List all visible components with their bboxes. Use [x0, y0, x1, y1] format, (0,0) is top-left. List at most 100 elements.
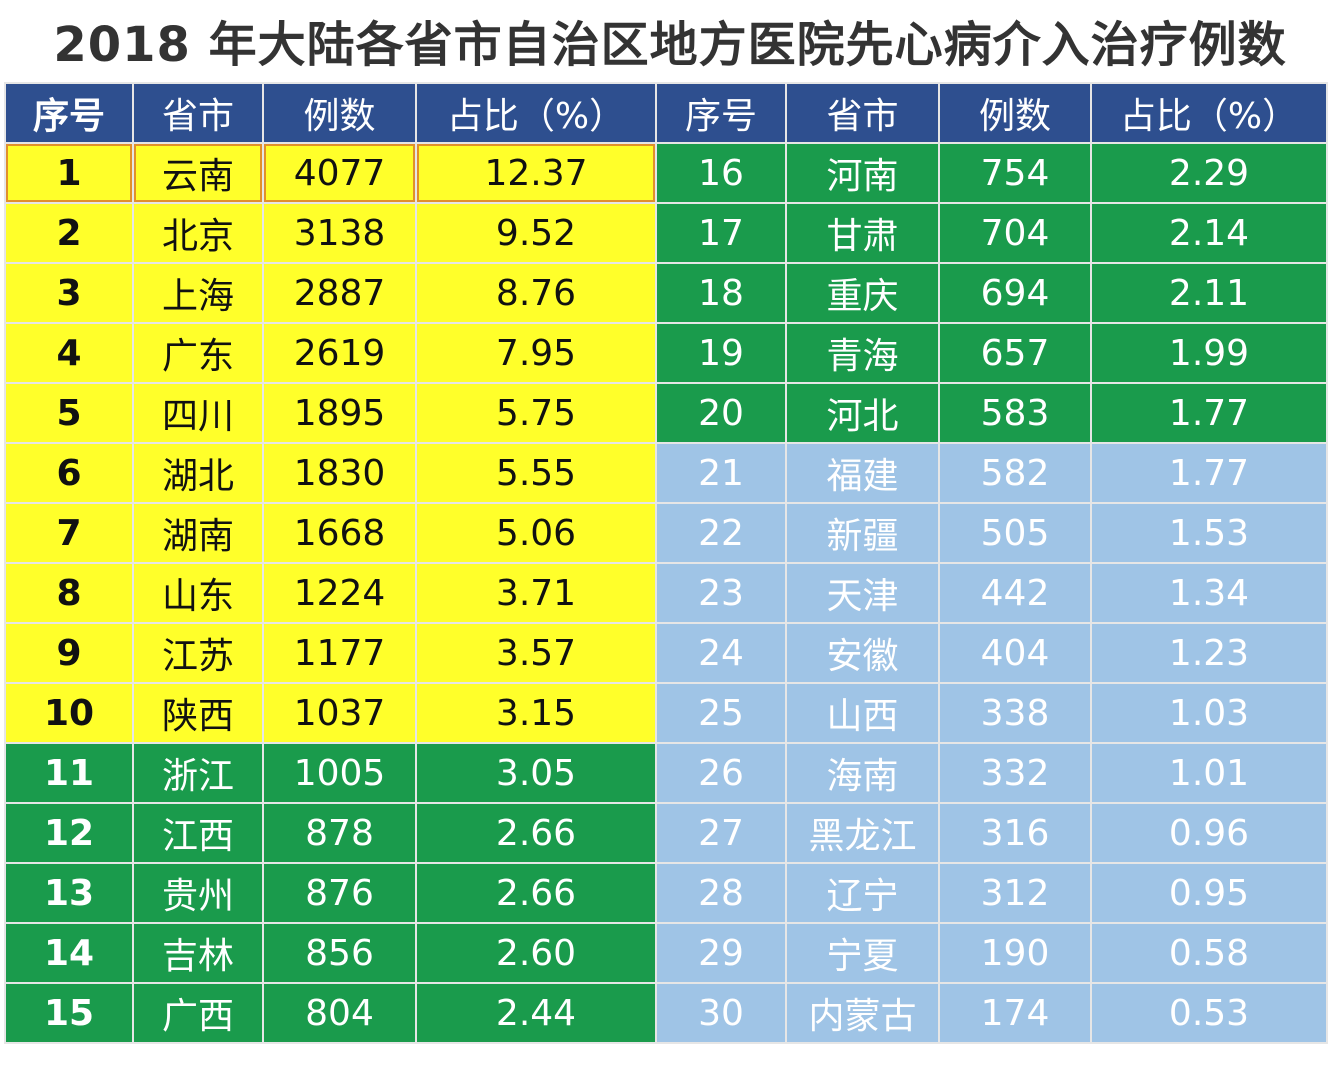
cases-cell-2: 657 — [938, 322, 1092, 384]
rank-cell: 6 — [4, 442, 134, 504]
province-cell: 广东 — [132, 322, 264, 384]
header-cases: 例数 — [262, 82, 417, 144]
percent-cell: 7.95 — [415, 322, 657, 384]
cases-cell: 804 — [262, 982, 417, 1044]
province-cell-2: 甘肃 — [785, 202, 940, 264]
percent-cell: 2.66 — [415, 802, 657, 864]
cases-cell: 876 — [262, 862, 417, 924]
cases-cell-2: 583 — [938, 382, 1092, 444]
rank-cell: 3 — [4, 262, 134, 324]
province-cell-2: 福建 — [785, 442, 940, 504]
rank-cell: 4 — [4, 322, 134, 384]
percent-cell: 2.60 — [415, 922, 657, 984]
cases-cell: 2887 — [262, 262, 417, 324]
percent-cell: 9.52 — [415, 202, 657, 264]
table-row: 8 山东 1224 3.71 23 天津 442 1.34 — [4, 562, 1328, 624]
percent-cell: 3.05 — [415, 742, 657, 804]
province-cell: 湖南 — [132, 502, 264, 564]
percent-cell-2: 0.53 — [1090, 982, 1328, 1044]
percent-cell-2: 0.96 — [1090, 802, 1328, 864]
rank-cell: 11 — [4, 742, 134, 804]
cases-cell-2: 694 — [938, 262, 1092, 324]
page-title: 2018 年大陆各省市自治区地方医院先心病介入治疗例数 — [53, 17, 1287, 73]
percent-cell-2: 0.58 — [1090, 922, 1328, 984]
rank-cell: 14 — [4, 922, 134, 984]
cases-cell-2: 754 — [938, 142, 1092, 204]
rank-cell-2: 18 — [655, 262, 787, 324]
province-cell-2: 辽宁 — [785, 862, 940, 924]
header-province: 省市 — [132, 82, 264, 144]
province-cell-2: 黑龙江 — [785, 802, 940, 864]
rank-cell-2: 27 — [655, 802, 787, 864]
rank-cell-2: 22 — [655, 502, 787, 564]
percent-cell-2: 0.95 — [1090, 862, 1328, 924]
cases-cell-2: 332 — [938, 742, 1092, 804]
rank-cell-2: 26 — [655, 742, 787, 804]
province-cell: 吉林 — [132, 922, 264, 984]
percent-cell: 8.76 — [415, 262, 657, 324]
table-body: 1 云南 4077 12.37 16 河南 754 2.29 2 北京 3138 9.52 17 甘肃 70… — [4, 142, 1328, 1044]
table-row: 10 陕西 1037 3.15 25 山西 338 1.03 — [4, 682, 1328, 744]
ranking-table: 序号 省市 例数 占比（%） 序号 省市 例数 占比（%） 1 云南 4077 12.… — [4, 82, 1328, 1044]
cases-cell-2: 505 — [938, 502, 1092, 564]
rank-cell: 8 — [4, 562, 134, 624]
percent-cell-2: 1.53 — [1090, 502, 1328, 564]
rank-cell: 13 — [4, 862, 134, 924]
percent-cell-2: 1.77 — [1090, 382, 1328, 444]
table-row: 1 云南 4077 12.37 16 河南 754 2.29 — [4, 142, 1328, 204]
province-cell: 陕西 — [132, 682, 264, 744]
cases-cell-2: 174 — [938, 982, 1092, 1044]
table-row: 2 北京 3138 9.52 17 甘肃 704 2.14 — [4, 202, 1328, 264]
rank-cell-2: 29 — [655, 922, 787, 984]
province-cell: 四川 — [132, 382, 264, 444]
cases-cell-2: 190 — [938, 922, 1092, 984]
cases-cell-2: 316 — [938, 802, 1092, 864]
rank-cell-2: 30 — [655, 982, 787, 1044]
percent-cell-2: 2.29 — [1090, 142, 1328, 204]
table-row: 15 广西 804 2.44 30 内蒙古 174 0.53 — [4, 982, 1328, 1044]
percent-cell: 12.37 — [415, 142, 657, 204]
header-province-2: 省市 — [785, 82, 940, 144]
province-cell: 山东 — [132, 562, 264, 624]
header-percent-2: 占比（%） — [1090, 82, 1328, 144]
cases-cell: 2619 — [262, 322, 417, 384]
province-cell-2: 河南 — [785, 142, 940, 204]
table-row: 3 上海 2887 8.76 18 重庆 694 2.11 — [4, 262, 1328, 324]
cases-cell: 1830 — [262, 442, 417, 504]
province-cell: 浙江 — [132, 742, 264, 804]
province-cell-2: 内蒙古 — [785, 982, 940, 1044]
cases-cell: 1177 — [262, 622, 417, 684]
province-cell: 江西 — [132, 802, 264, 864]
table-row: 14 吉林 856 2.60 29 宁夏 190 0.58 — [4, 922, 1328, 984]
percent-cell-2: 1.34 — [1090, 562, 1328, 624]
percent-cell: 3.15 — [415, 682, 657, 744]
cases-cell: 3138 — [262, 202, 417, 264]
cases-cell: 4077 — [262, 142, 417, 204]
province-cell-2: 重庆 — [785, 262, 940, 324]
table-row: 11 浙江 1005 3.05 26 海南 332 1.01 — [4, 742, 1328, 804]
rank-cell-2: 23 — [655, 562, 787, 624]
province-cell-2: 河北 — [785, 382, 940, 444]
percent-cell-2: 1.99 — [1090, 322, 1328, 384]
rank-cell-2: 16 — [655, 142, 787, 204]
cases-cell-2: 582 — [938, 442, 1092, 504]
cases-cell: 1895 — [262, 382, 417, 444]
rank-cell: 15 — [4, 982, 134, 1044]
province-cell: 北京 — [132, 202, 264, 264]
cases-cell-2: 404 — [938, 622, 1092, 684]
rank-cell-2: 21 — [655, 442, 787, 504]
percent-cell: 3.57 — [415, 622, 657, 684]
province-cell-2: 山西 — [785, 682, 940, 744]
rank-cell-2: 24 — [655, 622, 787, 684]
header-percent: 占比（%） — [415, 82, 657, 144]
header-rank-2: 序号 — [655, 82, 787, 144]
rank-cell: 12 — [4, 802, 134, 864]
percent-cell: 5.55 — [415, 442, 657, 504]
table-row: 7 湖南 1668 5.06 22 新疆 505 1.53 — [4, 502, 1328, 564]
percent-cell-2: 2.11 — [1090, 262, 1328, 324]
rank-cell-2: 20 — [655, 382, 787, 444]
rank-cell: 10 — [4, 682, 134, 744]
cases-cell: 1224 — [262, 562, 417, 624]
province-cell-2: 安徽 — [785, 622, 940, 684]
